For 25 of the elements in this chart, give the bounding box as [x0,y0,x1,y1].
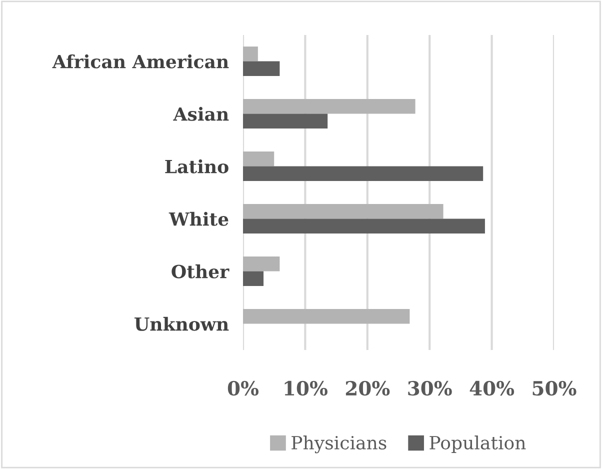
bar [243,114,328,128]
bar [243,99,416,114]
bar [243,46,258,62]
x-tick-label: 10% [284,380,328,396]
x-tick-label: 40% [470,380,514,396]
bar [243,271,264,286]
legend-label: Physicians [292,436,386,454]
y-tick-label: African American [52,54,229,68]
bar [243,204,444,219]
x-tick-label: 0% [228,380,259,396]
bar [243,166,484,181]
bar [243,152,274,166]
x-tick-label: 20% [346,380,390,396]
bar [243,309,410,324]
y-tick-label: Asian [173,106,229,121]
y-tick-label: Unknown [134,316,229,331]
y-tick-label: Latino [165,159,228,174]
y-tick-label: White [168,212,228,226]
bar [243,61,280,76]
y-tick-label: Other [172,264,230,278]
x-tick-label: 50% [532,380,576,396]
legend-label: Population [430,436,526,454]
bar [243,218,485,234]
x-tick-label: 30% [408,380,452,396]
bar [243,256,280,272]
